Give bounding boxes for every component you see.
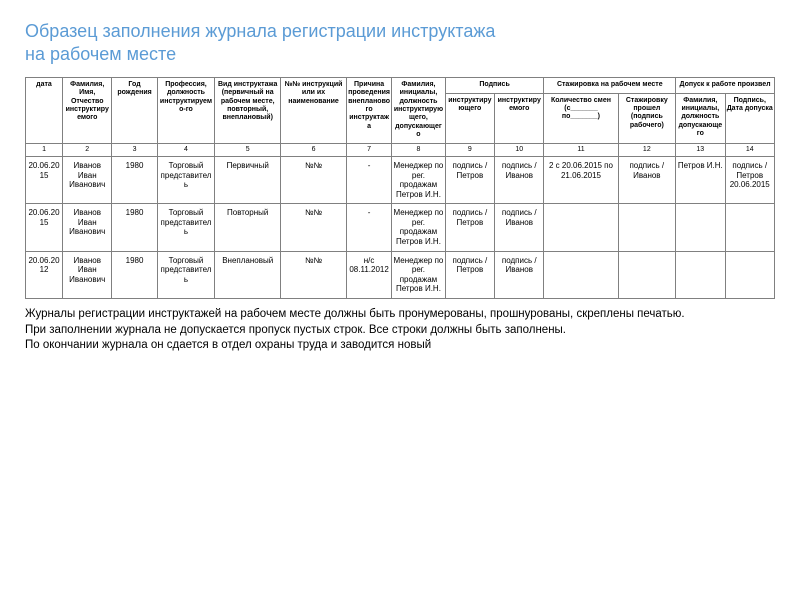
cell: Торговый представитель <box>157 204 215 251</box>
header-adm-sig: Подпись, Дата допуска <box>725 93 775 143</box>
cell <box>544 204 618 251</box>
header-profession: Профессия, должность инструктируемо-го <box>157 77 215 143</box>
colnum: 7 <box>346 143 391 156</box>
cell: 2 с 20.06.2015 по 21.06.2015 <box>544 156 618 203</box>
cell: подпись /Иванов <box>495 204 544 251</box>
note-line: При заполнении журнала не допускается пр… <box>25 323 775 339</box>
cell: - <box>346 156 391 203</box>
cell <box>725 204 775 251</box>
header-year: Год рождения <box>112 77 157 143</box>
header-instructions: №№ инструкций или их наименование <box>281 77 347 143</box>
cell: Менеджер по рег. продажам Петров И.Н. <box>392 156 445 203</box>
cell: подпись /Иванов <box>495 156 544 203</box>
colnum: 14 <box>725 143 775 156</box>
colnum: 10 <box>495 143 544 156</box>
cell: 1980 <box>112 251 157 298</box>
note-line: Журналы регистрации инструктажей на рабо… <box>25 307 775 323</box>
header-date: дата <box>26 77 63 143</box>
cell: подпись /Иванов <box>495 251 544 298</box>
cell <box>544 251 618 298</box>
cell: подпись / Петров <box>445 156 494 203</box>
cell: Первичный <box>215 156 281 203</box>
cell: Торговый представитель <box>157 156 215 203</box>
colnum: 9 <box>445 143 494 156</box>
cell: Торговый представитель <box>157 251 215 298</box>
cell: 20.06.2015 <box>26 204 63 251</box>
header-fio: Фамилия, Имя, Отчество инструктируемого <box>63 77 112 143</box>
cell <box>618 204 676 251</box>
colnum: 3 <box>112 143 157 156</box>
header-group-internship: Стажировка на рабочем месте <box>544 77 676 93</box>
cell: 20.06.2015 <box>26 156 63 203</box>
colnum: 1 <box>26 143 63 156</box>
cell: Иванов Иван Иванович <box>63 204 112 251</box>
header-sig-instructor: инструктирующего <box>445 93 494 143</box>
table-row: 20.06.2012 Иванов Иван Иванович 1980 Тор… <box>26 251 775 298</box>
cell: №№ <box>281 251 347 298</box>
table-row: 20.06.2015 Иванов Иван Иванович 1980 Тор… <box>26 204 775 251</box>
colnum: 8 <box>392 143 445 156</box>
header-reason: Причина проведения внепланового инструкт… <box>346 77 391 143</box>
colnum: 12 <box>618 143 676 156</box>
cell: Повторный <box>215 204 281 251</box>
cell <box>676 204 725 251</box>
cell <box>618 251 676 298</box>
header-shifts: Количество смен (с_______ по_______) <box>544 93 618 143</box>
colnum: 4 <box>157 143 215 156</box>
table-row: 20.06.2015 Иванов Иван Иванович 1980 Тор… <box>26 156 775 203</box>
header-type: Вид инструктажа (первичный на рабочем ме… <box>215 77 281 143</box>
header-admitter: Фамилия, инициалы, должность допускающег… <box>676 93 725 143</box>
cell: 20.06.2012 <box>26 251 63 298</box>
notes-block: Журналы регистрации инструктажей на рабо… <box>25 307 775 354</box>
colnum: 6 <box>281 143 347 156</box>
cell: №№ <box>281 156 347 203</box>
cell: Иванов Иван Иванович <box>63 251 112 298</box>
cell: Внеплановый <box>215 251 281 298</box>
cell: №№ <box>281 204 347 251</box>
header-group-admission: Допуск к работе произвел <box>676 77 775 93</box>
title-line-2: на рабочем месте <box>25 44 176 64</box>
cell <box>725 251 775 298</box>
note-line: По окончании журнала он сдается в отдел … <box>25 338 775 354</box>
cell: подпись /Иванов <box>618 156 676 203</box>
cell: подпись / Петров <box>445 204 494 251</box>
colnum: 11 <box>544 143 618 156</box>
cell: подпись /Петров 20.06.2015 <box>725 156 775 203</box>
column-number-row: 1 2 3 4 5 6 7 8 9 10 11 12 13 14 <box>26 143 775 156</box>
page-title: Образец заполнения журнала регистрации и… <box>25 20 775 67</box>
cell: подпись / Петров <box>445 251 494 298</box>
cell: Иванов Иван Иванович <box>63 156 112 203</box>
cell: 1980 <box>112 156 157 203</box>
cell: Менеджер по рег. продажам Петров И.Н. <box>392 204 445 251</box>
colnum: 2 <box>63 143 112 156</box>
title-line-1: Образец заполнения журнала регистрации и… <box>25 21 495 41</box>
cell: н/с 08.11.2012 <box>346 251 391 298</box>
cell: - <box>346 204 391 251</box>
header-group-signature: Подпись <box>445 77 544 93</box>
colnum: 13 <box>676 143 725 156</box>
cell: Менеджер по рег. продажам Петров И.Н. <box>392 251 445 298</box>
cell <box>676 251 725 298</box>
table-header: дата Фамилия, Имя, Отчество инструктируе… <box>26 77 775 156</box>
header-passed: Стажировку прошел (подпись рабочего) <box>618 93 676 143</box>
cell: Петров И.Н. <box>676 156 725 203</box>
header-instructor: Фамилия, инициалы, должность инструктиру… <box>392 77 445 143</box>
table-body: 20.06.2015 Иванов Иван Иванович 1980 Тор… <box>26 156 775 298</box>
instruction-log-table: дата Фамилия, Имя, Отчество инструктируе… <box>25 77 775 299</box>
header-sig-trainee: инструктируемого <box>495 93 544 143</box>
cell: 1980 <box>112 204 157 251</box>
colnum: 5 <box>215 143 281 156</box>
